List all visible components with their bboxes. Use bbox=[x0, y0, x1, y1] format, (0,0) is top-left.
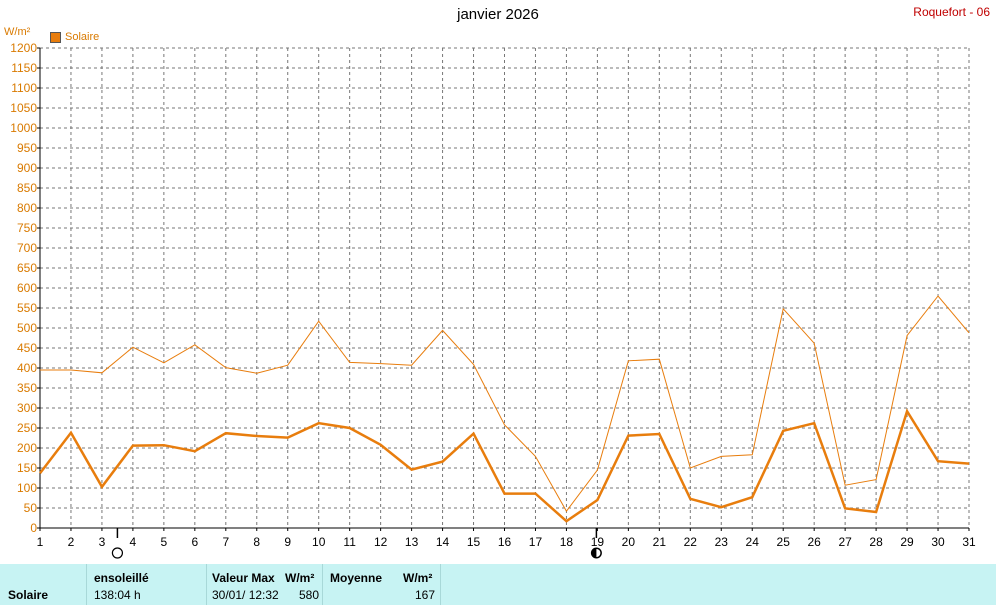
new-moon-highlight bbox=[596, 549, 601, 557]
sunshine-value: 138:04 h bbox=[94, 588, 141, 602]
y-tick-label: 150 bbox=[17, 461, 37, 475]
x-tick-label: 1 bbox=[37, 535, 44, 549]
max-cell: Valeur Max W/m² 30/01/ 12:32 580 bbox=[207, 564, 323, 605]
legend: Solaire bbox=[50, 31, 99, 43]
sunshine-cell: ensoleillé 138:04 h bbox=[87, 564, 207, 605]
y-tick-label: 1200 bbox=[10, 41, 37, 55]
y-tick-label: 100 bbox=[17, 481, 37, 495]
y-tick-label: 0 bbox=[30, 521, 37, 535]
x-tick-label: 27 bbox=[838, 535, 852, 549]
x-tick-label: 31 bbox=[962, 535, 976, 549]
x-tick-label: 29 bbox=[900, 535, 914, 549]
y-tick-label: 700 bbox=[17, 241, 37, 255]
footer-label-cell: Solaire bbox=[0, 564, 87, 605]
y-axis-unit: W/m² bbox=[4, 26, 31, 38]
y-tick-label: 250 bbox=[17, 421, 37, 435]
x-tick-label: 13 bbox=[405, 535, 419, 549]
y-tick-label: 500 bbox=[17, 321, 37, 335]
y-tick-label: 650 bbox=[17, 261, 37, 275]
x-tick-label: 5 bbox=[161, 535, 168, 549]
max-value: 580 bbox=[299, 588, 320, 602]
x-tick-label: 11 bbox=[343, 535, 356, 549]
x-tick-label: 18 bbox=[560, 535, 574, 549]
summary-footer: Solaire ensoleillé 138:04 h Valeur Max W… bbox=[0, 564, 996, 605]
x-tick-label: 16 bbox=[498, 535, 512, 549]
x-tick-label: 25 bbox=[777, 535, 791, 549]
x-tick-label: 28 bbox=[869, 535, 883, 549]
y-tick-label: 350 bbox=[17, 381, 37, 395]
y-tick-label: 850 bbox=[17, 181, 37, 195]
x-tick-label: 23 bbox=[715, 535, 729, 549]
x-tick-label: 7 bbox=[222, 535, 229, 549]
y-tick-label: 950 bbox=[17, 141, 37, 155]
series-line-max bbox=[40, 295, 970, 513]
y-tick-label: 300 bbox=[17, 401, 37, 415]
y-tick-label: 1100 bbox=[11, 81, 37, 95]
y-tick-label: 200 bbox=[17, 441, 37, 455]
x-tick-label: 3 bbox=[99, 535, 106, 549]
max-header: Valeur Max bbox=[212, 571, 275, 585]
x-tick-label: 14 bbox=[436, 535, 450, 549]
x-tick-label: 9 bbox=[284, 535, 291, 549]
x-tick-label: 2 bbox=[68, 535, 75, 549]
y-tick-label: 550 bbox=[17, 301, 37, 315]
x-tick-label: 22 bbox=[684, 535, 698, 549]
average-unit: W/m² bbox=[403, 571, 433, 585]
y-tick-label: 450 bbox=[17, 341, 37, 355]
max-unit: W/m² bbox=[285, 571, 315, 585]
x-tick-label: 15 bbox=[467, 535, 481, 549]
y-tick-label: 800 bbox=[17, 201, 37, 215]
footer-row-label: Solaire bbox=[8, 588, 49, 602]
x-tick-label: 12 bbox=[374, 535, 388, 549]
chart-title: janvier 2026 bbox=[457, 6, 539, 23]
average-value: 167 bbox=[415, 588, 436, 602]
y-tick-label: 750 bbox=[17, 221, 37, 235]
y-tick-label: 400 bbox=[17, 361, 37, 375]
average-header: Moyenne bbox=[330, 571, 383, 585]
station-name: Roquefort - 06 bbox=[913, 5, 990, 19]
sunshine-header: ensoleillé bbox=[94, 571, 149, 585]
full-moon-icon bbox=[111, 547, 124, 559]
max-date: 30/01/ 12:32 bbox=[212, 588, 279, 602]
x-tick-label: 30 bbox=[931, 535, 945, 549]
y-tick-label: 1000 bbox=[10, 121, 37, 135]
x-tick-label: 26 bbox=[807, 535, 821, 549]
legend-swatch bbox=[50, 31, 61, 43]
x-tick-label: 24 bbox=[746, 535, 760, 549]
y-tick-label: 900 bbox=[17, 161, 37, 175]
x-tick-label: 8 bbox=[253, 535, 260, 549]
x-tick-label: 4 bbox=[130, 535, 137, 549]
x-tick-label: 17 bbox=[529, 535, 543, 549]
x-tick-label: 6 bbox=[191, 535, 198, 549]
line-chart: 0 50 100 150 200 250 300 350 400 450 500 550 600 650 7… bbox=[10, 41, 976, 559]
y-tick-label: 1050 bbox=[10, 101, 37, 115]
average-cell: Moyenne W/m² 167 bbox=[323, 564, 441, 605]
y-tick-label: 600 bbox=[17, 281, 37, 295]
x-tick-label: 20 bbox=[622, 535, 636, 549]
x-tick-label: 10 bbox=[312, 535, 326, 549]
y-tick-label: 50 bbox=[24, 501, 38, 515]
legend-label: Solaire bbox=[65, 31, 100, 43]
x-tick-label: 19 bbox=[591, 535, 605, 549]
series-line-average bbox=[39, 408, 970, 523]
y-tick-label: 1150 bbox=[11, 61, 37, 75]
x-tick-label: 21 bbox=[653, 535, 667, 549]
